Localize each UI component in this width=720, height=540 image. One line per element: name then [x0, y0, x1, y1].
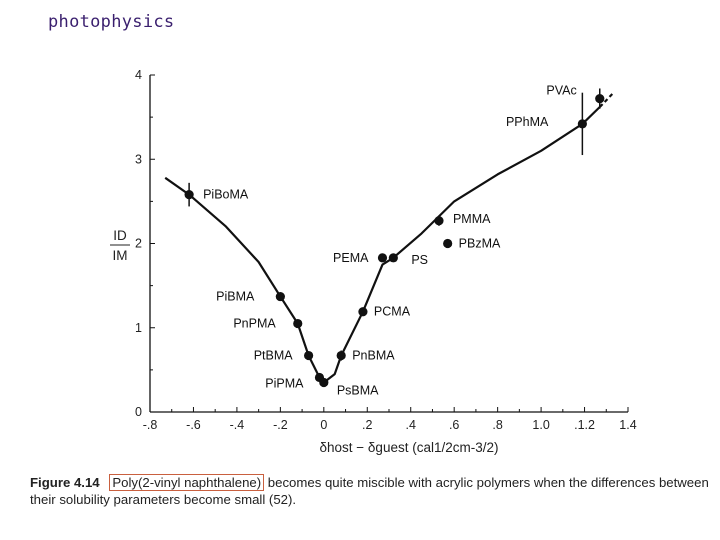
fitted-curve-dashed [599, 92, 614, 108]
data-point [388, 253, 398, 263]
point-label: PiBMA [216, 290, 255, 304]
data-point [595, 93, 605, 104]
x-tick-label: .6 [449, 418, 459, 432]
y-tick-label: 0 [135, 405, 142, 419]
point-label: PtBMA [254, 349, 294, 363]
axis-labels: δhost − δguest (cal1/2cm-3/2) ID IM [110, 228, 498, 455]
y-axis-label-denominator: IM [113, 248, 128, 263]
point-label: PiBoMA [203, 188, 249, 202]
data-point [304, 350, 314, 361]
point-label: PCMA [374, 305, 411, 319]
data-point [293, 318, 303, 329]
slide-title: photophysics [48, 12, 175, 32]
point-label: PVAc [546, 84, 576, 98]
y-tick-label: 4 [135, 68, 142, 82]
point-label: PiPMA [265, 376, 304, 390]
x-tick-label: 1.0 [532, 418, 549, 432]
figure-caption: Figure 4.14 Poly(2-vinyl naphthalene) be… [30, 474, 720, 508]
data-point [184, 190, 194, 200]
data-point [336, 350, 346, 361]
x-tick-label: .4 [406, 418, 416, 432]
x-tick-label: -.4 [230, 418, 245, 432]
y-tick-label: 3 [135, 152, 142, 166]
figure-label: Figure 4.14 [30, 475, 100, 490]
data-points [184, 88, 605, 388]
y-tick-label: 1 [135, 321, 142, 335]
x-tick-label: .1.2 [574, 418, 595, 432]
fitted-curve-solid [164, 106, 601, 384]
data-point [319, 377, 329, 388]
point-label: PBzMA [459, 237, 501, 251]
data-point [275, 291, 285, 302]
point-label: PEMA [333, 251, 369, 265]
fitted-curve [164, 92, 614, 384]
x-tick-label: 0 [320, 418, 327, 432]
x-tick-label: -.2 [273, 418, 288, 432]
highlighted-term: Poly(2-vinyl naphthalene) [109, 474, 265, 491]
x-tick-label: .2 [362, 418, 372, 432]
y-axis-label-numerator: ID [113, 228, 127, 243]
point-label: PMMA [453, 212, 491, 226]
data-point [358, 307, 368, 317]
chart-plot: -.8 -.6 -.4 -.2 0 .2 .4 .6 .8 1.0 .1.2 1.4 0 1 2 3 4 PiB… [110, 68, 637, 455]
y-tick-label: 2 [135, 237, 142, 251]
data-point [577, 119, 587, 129]
point-labels: PiBoMA PiBMA PnPMA PtBMA PiPMA PsBMA PnBMA PCMA… [203, 84, 577, 398]
x-tick-label: 1.4 [619, 418, 636, 432]
point-label: PPhMA [506, 115, 549, 129]
x-axis-label: δhost − δguest (cal1/2cm-3/2) [320, 440, 499, 455]
data-point [434, 216, 444, 226]
point-label: PnPMA [233, 317, 276, 331]
data-point [377, 253, 388, 263]
axes: -.8 -.6 -.4 -.2 0 .2 .4 .6 .8 1.0 .1.2 1.4 0 1 2 3 4 [135, 68, 637, 432]
point-label: PnBMA [352, 349, 395, 363]
x-tick-label: -.6 [186, 418, 201, 432]
point-label: PS [411, 253, 428, 267]
caption-text: becomes quite miscible with acrylic poly… [30, 475, 709, 507]
x-tick-label: .8 [492, 418, 502, 432]
data-point [443, 238, 453, 249]
point-label: PsBMA [337, 384, 379, 398]
x-tick-label: -.8 [143, 418, 158, 432]
